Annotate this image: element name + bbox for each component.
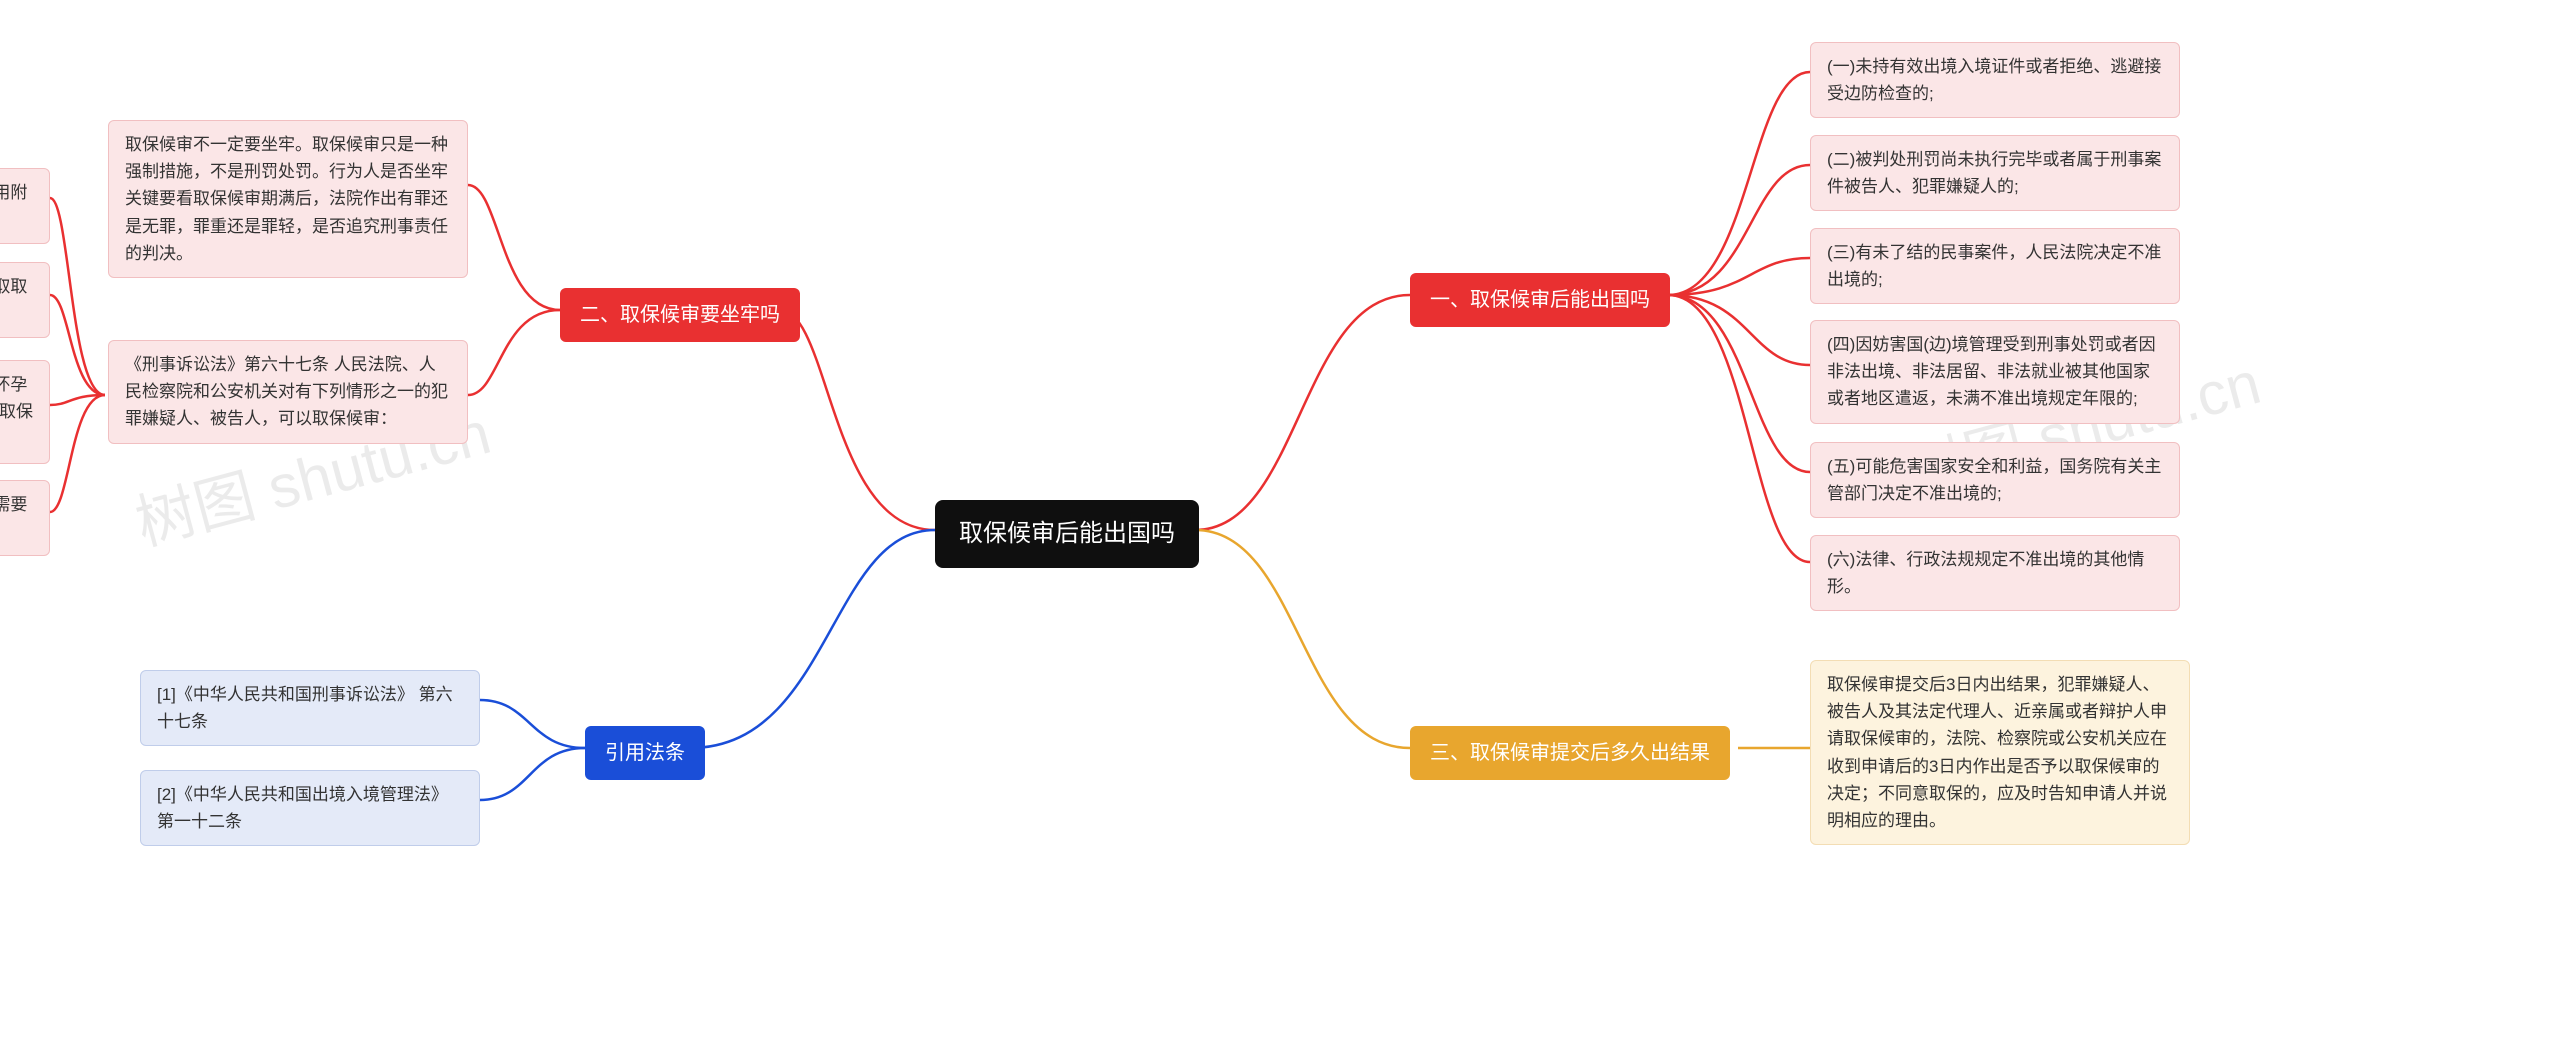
b2-sub-2: (二)可能判处有期徒刑以上刑罚，采取取保候审不致发生社会危险性的;	[0, 262, 50, 338]
leaf-text: (一)可能判处管制、拘役或者独立适用附加刑的;	[0, 183, 27, 229]
b1-leaf-4: (四)因妨害国(边)境管理受到刑事处罚或者因非法出境、非法居留、非法就业被其他国…	[1810, 320, 2180, 424]
leaf-text: (三)患有严重疾病、生活不能自理，怀孕或者正在哺乳自己婴儿的妇女，采取取保候审不…	[0, 375, 33, 448]
b4-leaf-2: [2]《中华人民共和国出境入境管理法》 第一十二条	[140, 770, 480, 846]
leaf-text: (六)法律、行政法规规定不准出境的其他情形。	[1827, 550, 2144, 596]
b2-leaf-1: 取保候审不一定要坐牢。取保候审只是一种强制措施，不是刑罚处罚。行为人是否坐牢关键…	[108, 120, 468, 278]
b2-sub-4: (四)羁押期限届满，案件尚未办结，需要采取取保候审的。	[0, 480, 50, 556]
leaf-text: [1]《中华人民共和国刑事诉讼法》 第六十七条	[157, 685, 453, 731]
branch-1: 一、取保候审后能出国吗	[1410, 273, 1670, 327]
leaf-text: (五)可能危害国家安全和利益，国务院有关主管部门决定不准出境的;	[1827, 457, 2161, 503]
b2-sub-1: (一)可能判处管制、拘役或者独立适用附加刑的;	[0, 168, 50, 244]
b1-leaf-2: (二)被判处刑罚尚未执行完毕或者属于刑事案件被告人、犯罪嫌疑人的;	[1810, 135, 2180, 211]
leaf-text: (一)未持有效出境入境证件或者拒绝、逃避接受边防检查的;	[1827, 57, 2161, 103]
branch-1-text: 一、取保候审后能出国吗	[1430, 289, 1650, 311]
branch-2-text: 二、取保候审要坐牢吗	[580, 304, 780, 326]
branch-3-text: 三、取保候审提交后多久出结果	[1430, 742, 1710, 764]
b1-leaf-1: (一)未持有效出境入境证件或者拒绝、逃避接受边防检查的;	[1810, 42, 2180, 118]
branch-4-text: 引用法条	[605, 742, 685, 764]
b1-leaf-3: (三)有未了结的民事案件，人民法院决定不准出境的;	[1810, 228, 2180, 304]
b2-sub-3: (三)患有严重疾病、生活不能自理，怀孕或者正在哺乳自己婴儿的妇女，采取取保候审不…	[0, 360, 50, 464]
b3-leaf-1: 取保候审提交后3日内出结果，犯罪嫌疑人、被告人及其法定代理人、近亲属或者辩护人申…	[1810, 660, 2190, 845]
root-node: 取保候审后能出国吗	[935, 500, 1199, 568]
branch-2: 二、取保候审要坐牢吗	[560, 288, 800, 342]
leaf-text: [2]《中华人民共和国出境入境管理法》 第一十二条	[157, 785, 448, 831]
leaf-text: 《刑事诉讼法》第六十七条 人民法院、人民检察院和公安机关对有下列情形之一的犯罪嫌…	[125, 355, 448, 428]
leaf-text: (四)羁押期限届满，案件尚未办结，需要采取取保候审的。	[0, 495, 27, 541]
leaf-text: (三)有未了结的民事案件，人民法院决定不准出境的;	[1827, 243, 2161, 289]
leaf-text: 取保候审不一定要坐牢。取保候审只是一种强制措施，不是刑罚处罚。行为人是否坐牢关键…	[125, 135, 448, 263]
b2-leaf-2: 《刑事诉讼法》第六十七条 人民法院、人民检察院和公安机关对有下列情形之一的犯罪嫌…	[108, 340, 468, 444]
leaf-text: (四)因妨害国(边)境管理受到刑事处罚或者因非法出境、非法居留、非法就业被其他国…	[1827, 335, 2156, 408]
leaf-text: (二)被判处刑罚尚未执行完毕或者属于刑事案件被告人、犯罪嫌疑人的;	[1827, 150, 2161, 196]
branch-4: 引用法条	[585, 726, 705, 780]
b4-leaf-1: [1]《中华人民共和国刑事诉讼法》 第六十七条	[140, 670, 480, 746]
b1-leaf-6: (六)法律、行政法规规定不准出境的其他情形。	[1810, 535, 2180, 611]
b1-leaf-5: (五)可能危害国家安全和利益，国务院有关主管部门决定不准出境的;	[1810, 442, 2180, 518]
leaf-text: (二)可能判处有期徒刑以上刑罚，采取取保候审不致发生社会危险性的;	[0, 277, 27, 323]
leaf-text: 取保候审提交后3日内出结果，犯罪嫌疑人、被告人及其法定代理人、近亲属或者辩护人申…	[1827, 675, 2167, 830]
branch-3: 三、取保候审提交后多久出结果	[1410, 726, 1730, 780]
root-text: 取保候审后能出国吗	[959, 520, 1175, 547]
